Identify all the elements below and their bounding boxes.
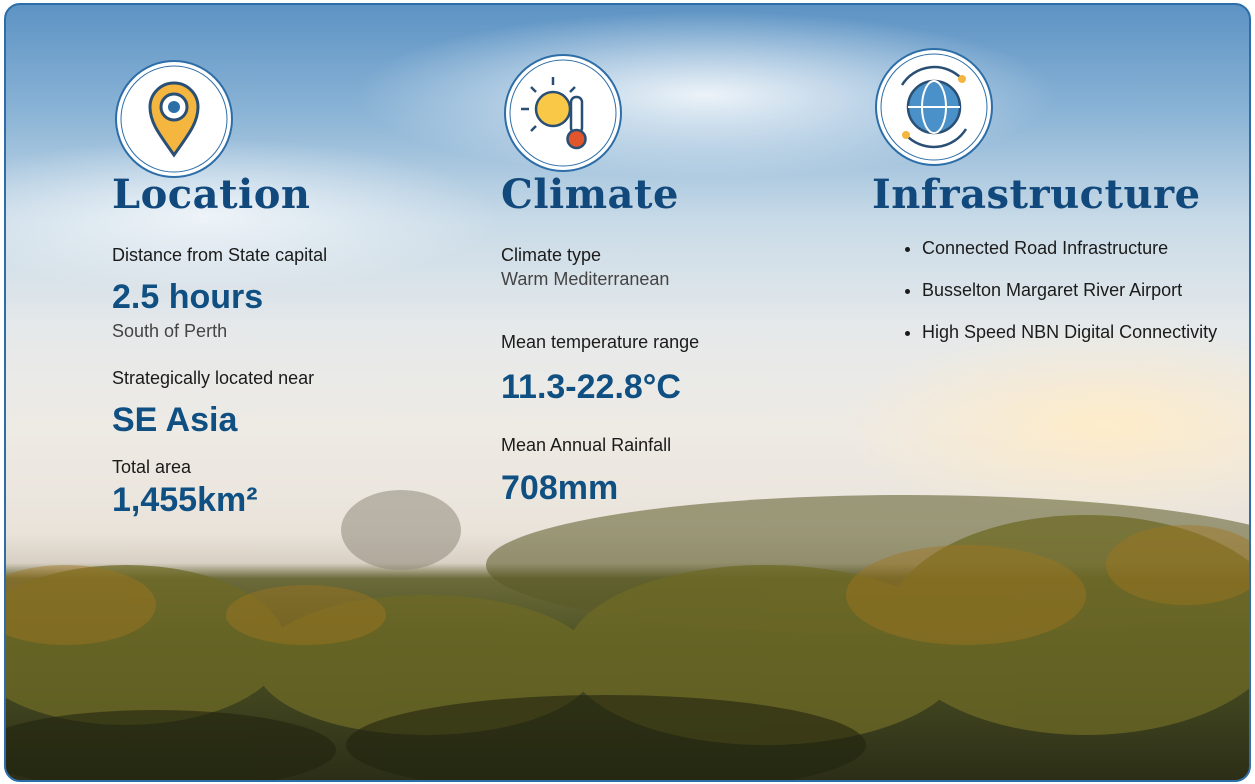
- bullet-list: Connected Road Infrastructure Busselton …: [872, 235, 1251, 361]
- item-label: Total area: [112, 457, 191, 478]
- item-label: Mean temperature range: [501, 332, 699, 353]
- item-note: Warm Mediterranean: [501, 269, 669, 290]
- item-value: 2.5 hours: [112, 278, 263, 317]
- bullet-item: Connected Road Infrastructure: [922, 235, 1251, 261]
- item-label: Mean Annual Rainfall: [501, 435, 671, 456]
- bullet-item: Busselton Margaret River Airport: [922, 277, 1251, 303]
- column-title: Climate: [501, 171, 679, 218]
- item-label: Climate type: [501, 245, 601, 266]
- column-title: Infrastructure: [872, 171, 1201, 218]
- climate-icon: [501, 51, 625, 175]
- item-label: Strategically located near: [112, 368, 314, 389]
- info-card: Location Distance from State capital 2.5…: [4, 3, 1251, 782]
- location-icon: [112, 57, 236, 181]
- bullet-item: High Speed NBN Digital Connectivity: [922, 319, 1251, 345]
- item-note: South of Perth: [112, 321, 227, 342]
- page: Location Distance from State capital 2.5…: [0, 0, 1255, 784]
- item-value: 11.3-22.8°C: [501, 368, 681, 407]
- item-value: 708mm: [501, 469, 618, 508]
- item-value: 1,455km²: [112, 481, 258, 520]
- item-label: Distance from State capital: [112, 245, 327, 266]
- infrastructure-icon: [872, 45, 996, 169]
- item-value: SE Asia: [112, 401, 237, 440]
- column-title: Location: [112, 171, 311, 218]
